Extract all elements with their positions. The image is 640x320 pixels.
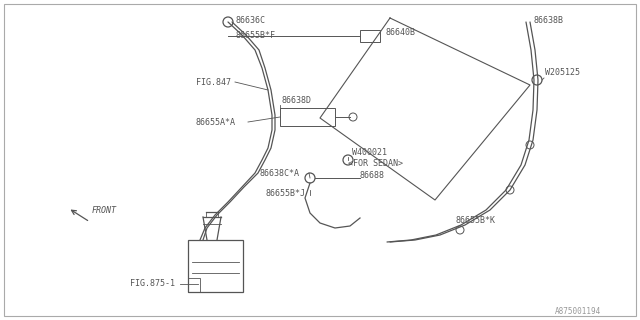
Text: FIG.847: FIG.847 [196,77,231,86]
Text: 86636C: 86636C [235,15,265,25]
Text: 86640B: 86640B [385,28,415,36]
Text: FRONT: FRONT [92,205,117,214]
Text: 86638B: 86638B [534,15,564,25]
Text: W205125: W205125 [545,68,580,76]
Text: 86655A*A: 86655A*A [196,117,236,126]
Text: W400021: W400021 [352,148,387,156]
Text: 86655B*F: 86655B*F [235,30,275,39]
Text: 86688: 86688 [360,171,385,180]
Text: <FOR SEDAN>: <FOR SEDAN> [348,158,403,167]
Text: FIG.875-1: FIG.875-1 [130,279,175,289]
Text: A875001194: A875001194 [555,308,601,316]
Text: 86655B*J: 86655B*J [265,188,305,197]
Text: 86638D: 86638D [282,95,312,105]
Text: 86655B*K: 86655B*K [455,215,495,225]
Text: 86638C*A: 86638C*A [260,169,300,178]
